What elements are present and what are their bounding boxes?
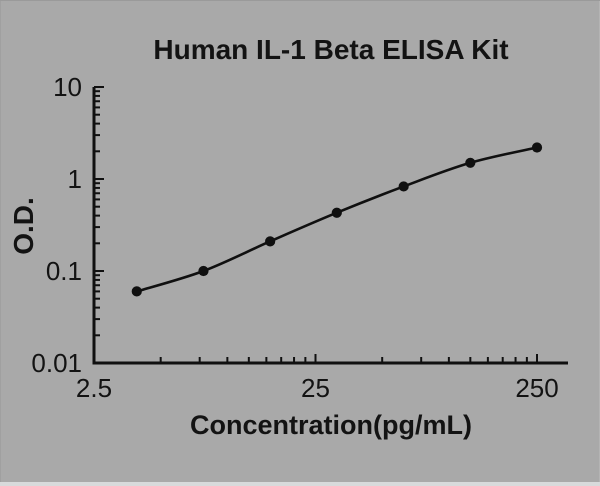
data-point-marker bbox=[198, 265, 209, 277]
y-tick-label: 0.1 bbox=[46, 256, 82, 286]
standard-curve-line bbox=[135, 146, 539, 293]
data-point-marker bbox=[531, 142, 543, 153]
x-tick-label: 250 bbox=[515, 373, 558, 403]
data-point-marker bbox=[465, 157, 476, 168]
data-point-marker bbox=[131, 286, 142, 297]
data-point-marker bbox=[265, 236, 276, 247]
chart-title: Human IL-1 Beta ELISA Kit bbox=[153, 34, 509, 65]
x-tick-label: 25 bbox=[301, 373, 330, 403]
y-tick-label: 1 bbox=[68, 164, 82, 194]
window-bottom-strip bbox=[0, 482, 600, 486]
x-axis-title: Concentration(pg/mL) bbox=[190, 410, 472, 440]
y-tick-label: 0.01 bbox=[31, 348, 82, 378]
y-tick-label: 10 bbox=[53, 72, 82, 102]
axis-spines bbox=[92, 87, 568, 365]
data-point-marker bbox=[398, 181, 409, 192]
x-tick-label: 2.5 bbox=[76, 373, 112, 403]
data-point-marker bbox=[331, 207, 342, 218]
